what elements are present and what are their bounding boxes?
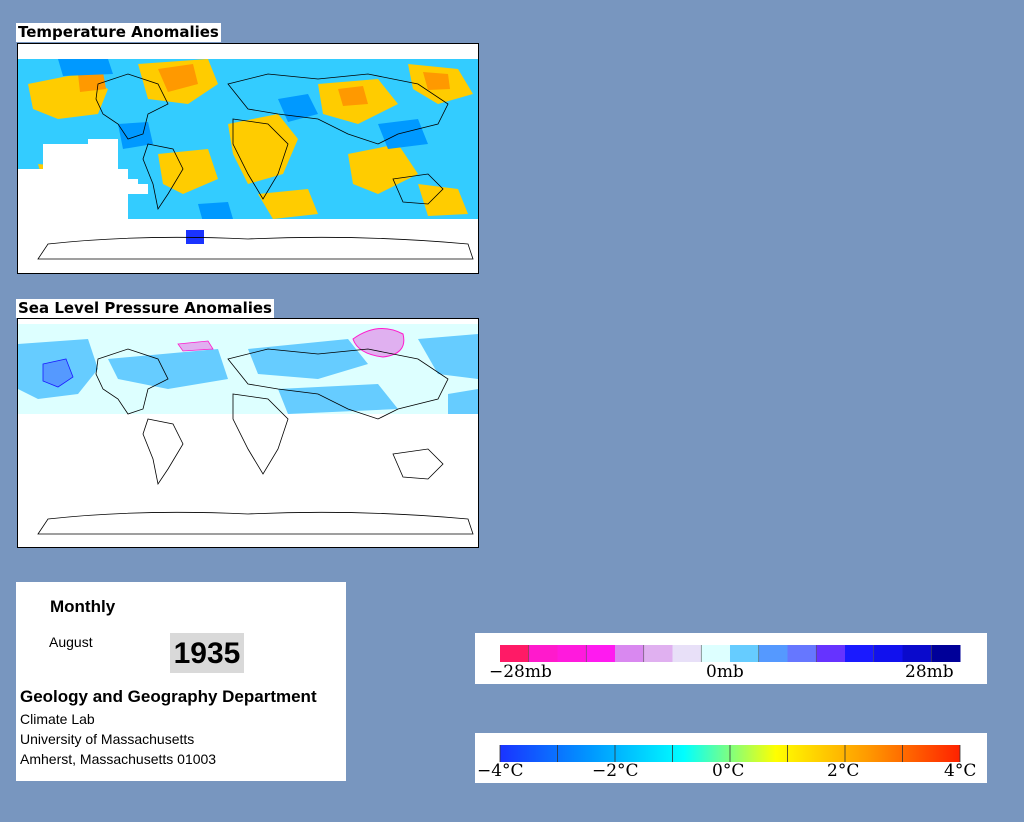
pressure-legend-label-mid: 0mb: [706, 662, 744, 682]
temperature-legend-label-1: −2°C: [592, 761, 639, 781]
university-line: University of Massachusetts: [20, 731, 195, 747]
pressure-low-center: [42, 358, 74, 388]
colorbar-swatch: [730, 645, 760, 662]
temperature-legend: −4°C −2°C 0°C 2°C 4°C: [475, 733, 987, 783]
temp-cold-cell: [186, 230, 204, 244]
department-label: Geology and Geography Department: [20, 687, 317, 706]
temperature-legend-label-2: 0°C: [712, 761, 745, 781]
colorbar-swatch: [787, 645, 817, 662]
colorbar-swatch: [701, 645, 731, 662]
temperature-anomaly-map: [17, 43, 479, 274]
temperature-legend-label-3: 2°C: [827, 761, 860, 781]
month-label: August: [49, 634, 93, 650]
colorbar-swatch: [557, 645, 587, 662]
pressure-legend: −28mb 0mb 28mb: [475, 633, 987, 684]
colorbar-swatch: [615, 645, 645, 662]
colorbar-swatch: [528, 645, 558, 662]
address-line: Amherst, Massachusetts 01003: [20, 751, 217, 767]
info-box: Monthly August 1935 Geology and Geograph…: [16, 582, 346, 781]
colorbar-swatch: [500, 645, 530, 662]
temperature-map-title: Temperature Anomalies: [16, 23, 221, 42]
colorbar-swatch: [586, 645, 616, 662]
temp-hot-patches: [78, 64, 450, 106]
colorbar-swatch: [816, 645, 846, 662]
temperature-legend-label-0: −4°C: [477, 761, 524, 781]
pressure-low-patches: [18, 334, 478, 414]
colorbar-swatch: [902, 645, 932, 662]
temperature-legend-label-4: 4°C: [944, 761, 977, 781]
pressure-colorbar: [500, 645, 961, 662]
temperature-colorbar: [499, 745, 961, 762]
colorbar-swatch: [758, 645, 788, 662]
pressure-high-center: [352, 328, 405, 358]
frequency-label: Monthly: [50, 597, 116, 616]
pressure-legend-label-max: 28mb: [905, 662, 954, 682]
colorbar-swatch: [643, 645, 673, 662]
colorbar-swatch: [845, 645, 875, 662]
coastlines: [37, 348, 474, 535]
year-label: 1935: [170, 633, 244, 673]
colorbar-swatch: [672, 645, 702, 662]
coastlines: [37, 73, 474, 260]
pressure-anomaly-map: [17, 318, 479, 548]
pressure-map-title: Sea Level Pressure Anomalies: [16, 299, 274, 318]
lab-line: Climate Lab: [20, 711, 95, 727]
colorbar-swatch: [931, 645, 961, 662]
pressure-legend-label-min: −28mb: [489, 662, 552, 682]
colorbar-swatch: [873, 645, 903, 662]
